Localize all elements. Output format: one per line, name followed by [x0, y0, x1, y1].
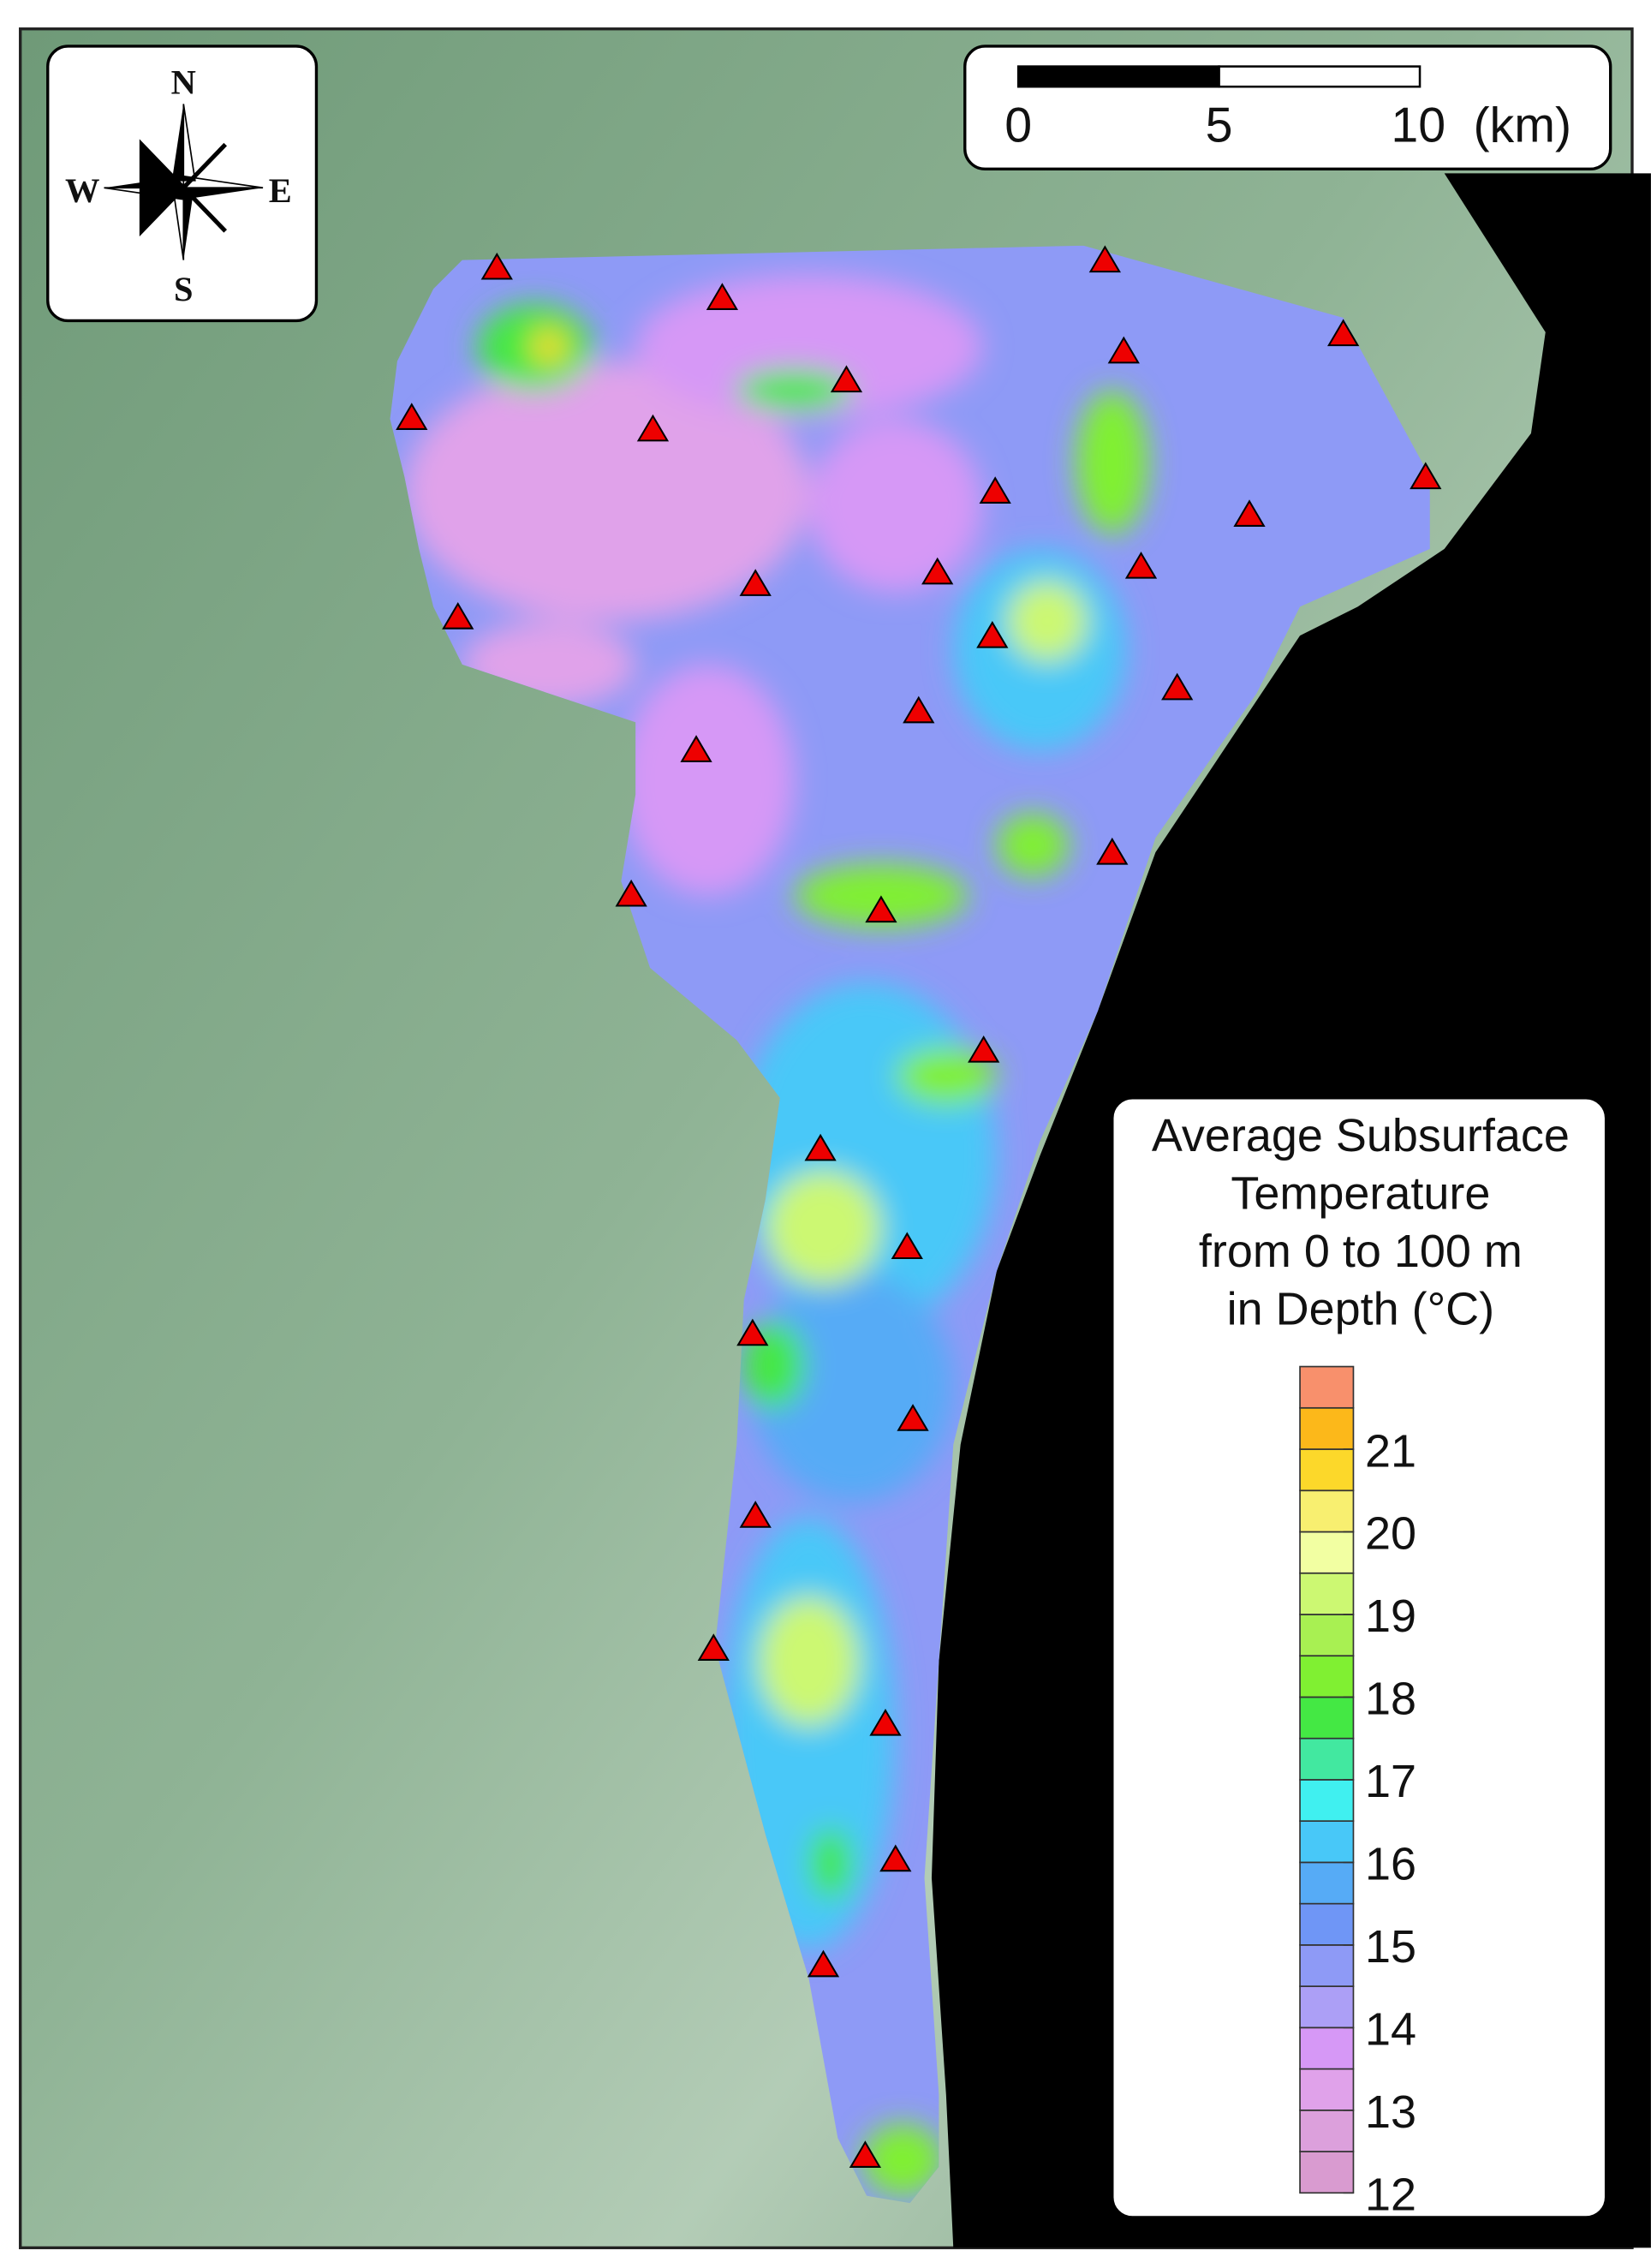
- station: [869, 1708, 902, 1736]
- station: [849, 2140, 882, 2168]
- compass-s: S: [174, 270, 194, 308]
- legend-swatch: [1299, 1365, 1355, 1409]
- legend-swatch: [1299, 1779, 1355, 1823]
- scale-label: 10: [1391, 98, 1445, 152]
- legend: Average Subsurface Temperature from 0 to 1…: [1152, 1110, 1570, 2220]
- legend-title: in Depth (°C): [1227, 1284, 1495, 1335]
- legend-swatch: [1299, 1985, 1355, 2029]
- station: [736, 1318, 769, 1346]
- station: [865, 895, 897, 923]
- legend-swatch: [1299, 1655, 1355, 1698]
- legend-tick-label: 18: [1365, 1674, 1416, 1725]
- legend-swatch: [1299, 1902, 1355, 1946]
- scale-segment: [1218, 65, 1422, 88]
- legend-swatch: [1299, 2151, 1355, 2194]
- legend-title: from 0 to 100 m: [1199, 1226, 1523, 1277]
- station: [396, 403, 428, 430]
- station: [897, 1404, 929, 1431]
- station: [830, 365, 863, 393]
- scale-bar: 0 5 10 (km): [1004, 65, 1571, 152]
- station: [1124, 551, 1158, 579]
- compass: N S E W: [46, 45, 319, 323]
- legend-swatch: [1299, 2109, 1355, 2152]
- station: [706, 283, 739, 310]
- station: [968, 1036, 1000, 1063]
- station: [1088, 245, 1121, 273]
- station: [615, 879, 647, 907]
- station: [921, 557, 954, 585]
- station: [1107, 336, 1140, 364]
- station: [442, 602, 474, 630]
- station: [879, 1844, 912, 1872]
- legend-tick-label: 14: [1365, 2004, 1416, 2056]
- station: [807, 1949, 840, 1978]
- compass-n: N: [171, 63, 196, 102]
- legend-box: [1111, 1096, 1608, 2219]
- station: [903, 695, 935, 724]
- legend-swatch: [1299, 1820, 1355, 1864]
- legend-tick-label: 15: [1365, 1921, 1416, 1973]
- station: [1410, 462, 1442, 490]
- legend-tick-label: 13: [1365, 2086, 1416, 2138]
- station: [739, 1501, 772, 1528]
- legend-tick-label: 16: [1365, 1839, 1416, 1890]
- legend-swatch: [1299, 2068, 1355, 2111]
- station: [680, 735, 712, 762]
- legend-swatch: [1299, 1944, 1355, 1987]
- station: [480, 252, 513, 280]
- station: [739, 569, 772, 596]
- legend-swatch: [1299, 1489, 1355, 1533]
- legend-swatch: [1299, 1406, 1355, 1450]
- station: [979, 476, 1011, 504]
- scale-segment: [1016, 65, 1220, 88]
- legend-swatch: [1299, 1531, 1355, 1574]
- scale-label: 5: [1206, 98, 1233, 152]
- legend-swatch: [1299, 1737, 1355, 1781]
- legend-swatch: [1299, 2026, 1355, 2070]
- legend-title: Temperature: [1231, 1168, 1490, 1220]
- scale-unit: (km): [1473, 98, 1571, 152]
- station: [1096, 837, 1129, 865]
- legend-swatch: [1299, 1614, 1355, 1657]
- legend-swatch: [1299, 1696, 1355, 1740]
- station: [1161, 672, 1194, 701]
- station: [804, 1133, 837, 1161]
- legend-swatch: [1299, 1861, 1355, 1905]
- compass-e: E: [269, 171, 292, 210]
- legend-tick-label: 20: [1365, 1508, 1416, 1560]
- station: [697, 1633, 730, 1661]
- legend-title: Average Subsurface: [1152, 1110, 1570, 1161]
- legend-swatch: [1299, 1572, 1355, 1615]
- station: [636, 414, 670, 442]
- legend-tick-label: 17: [1365, 1756, 1416, 1807]
- station: [1233, 499, 1266, 527]
- stations: [396, 245, 1442, 2168]
- station: [1327, 319, 1360, 347]
- scale-label: 0: [1004, 98, 1032, 152]
- legend-tick-label: 21: [1365, 1425, 1416, 1477]
- legend-tick-label: 12: [1365, 2170, 1416, 2221]
- station: [891, 1232, 923, 1260]
- compass-w: W: [65, 171, 99, 210]
- station: [976, 620, 1009, 648]
- legend-tick-label: 19: [1365, 1591, 1416, 1642]
- legend-swatch: [1299, 1448, 1355, 1492]
